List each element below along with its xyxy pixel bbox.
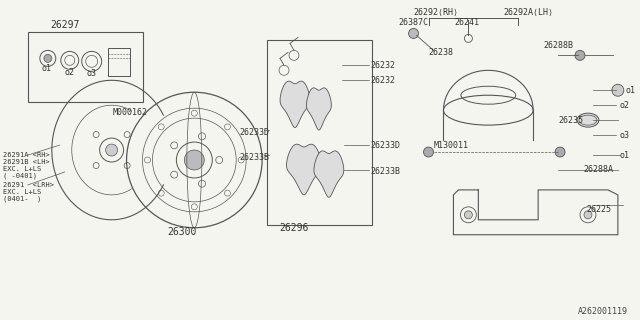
Text: 26291A <RH>: 26291A <RH> <box>3 152 50 158</box>
Text: 26233B: 26233B <box>239 153 269 162</box>
Text: 26291B <LH>: 26291B <LH> <box>3 159 50 165</box>
Text: 26288A: 26288A <box>583 165 613 174</box>
Text: 26241: 26241 <box>454 18 479 27</box>
Circle shape <box>44 54 52 62</box>
Text: 26238: 26238 <box>429 48 454 57</box>
Bar <box>28 32 143 102</box>
Text: o3: o3 <box>620 131 630 140</box>
Text: M000162: M000162 <box>113 108 148 117</box>
Text: M130011: M130011 <box>433 140 468 149</box>
Polygon shape <box>314 151 344 197</box>
Text: 26297: 26297 <box>50 20 79 30</box>
Text: 26291  <LRH>: 26291 <LRH> <box>3 182 54 188</box>
Text: o1: o1 <box>626 86 636 95</box>
Text: ( -0401): ( -0401) <box>3 173 37 179</box>
Text: 26235: 26235 <box>558 116 583 124</box>
Text: 26232: 26232 <box>371 61 396 70</box>
Text: 26232: 26232 <box>371 76 396 85</box>
Text: 26300: 26300 <box>168 227 196 237</box>
Circle shape <box>408 28 419 38</box>
Text: 26387C: 26387C <box>399 18 429 27</box>
Text: 26233D: 26233D <box>371 140 401 149</box>
Circle shape <box>575 50 585 60</box>
Circle shape <box>106 144 118 156</box>
Text: o1: o1 <box>42 64 52 73</box>
Text: 26292⟨RH⟩: 26292⟨RH⟩ <box>413 8 459 17</box>
Text: o2: o2 <box>620 101 630 110</box>
Circle shape <box>612 84 624 96</box>
Text: (0401-  ): (0401- ) <box>3 196 41 202</box>
Circle shape <box>555 147 565 157</box>
Text: 26292A⟨LH⟩: 26292A⟨LH⟩ <box>503 8 553 17</box>
Text: 26296: 26296 <box>279 223 308 233</box>
Text: 26225: 26225 <box>586 205 611 214</box>
Text: 26233D: 26233D <box>239 128 269 137</box>
Bar <box>108 48 129 76</box>
Text: o3: o3 <box>86 69 97 78</box>
Ellipse shape <box>577 113 599 127</box>
Text: o2: o2 <box>65 68 75 77</box>
Circle shape <box>584 211 592 219</box>
Text: 26288B: 26288B <box>543 41 573 50</box>
Text: 26233B: 26233B <box>371 167 401 176</box>
Circle shape <box>465 211 472 219</box>
Polygon shape <box>307 88 332 130</box>
Text: A262001119: A262001119 <box>578 307 628 316</box>
Text: EXC. L+LS: EXC. L+LS <box>3 166 41 172</box>
Circle shape <box>424 147 433 157</box>
Text: o1: o1 <box>620 150 630 159</box>
Bar <box>267 40 372 225</box>
Text: EXC. L+LS: EXC. L+LS <box>3 189 41 195</box>
Polygon shape <box>287 144 321 195</box>
Polygon shape <box>280 81 310 128</box>
Circle shape <box>184 150 204 170</box>
